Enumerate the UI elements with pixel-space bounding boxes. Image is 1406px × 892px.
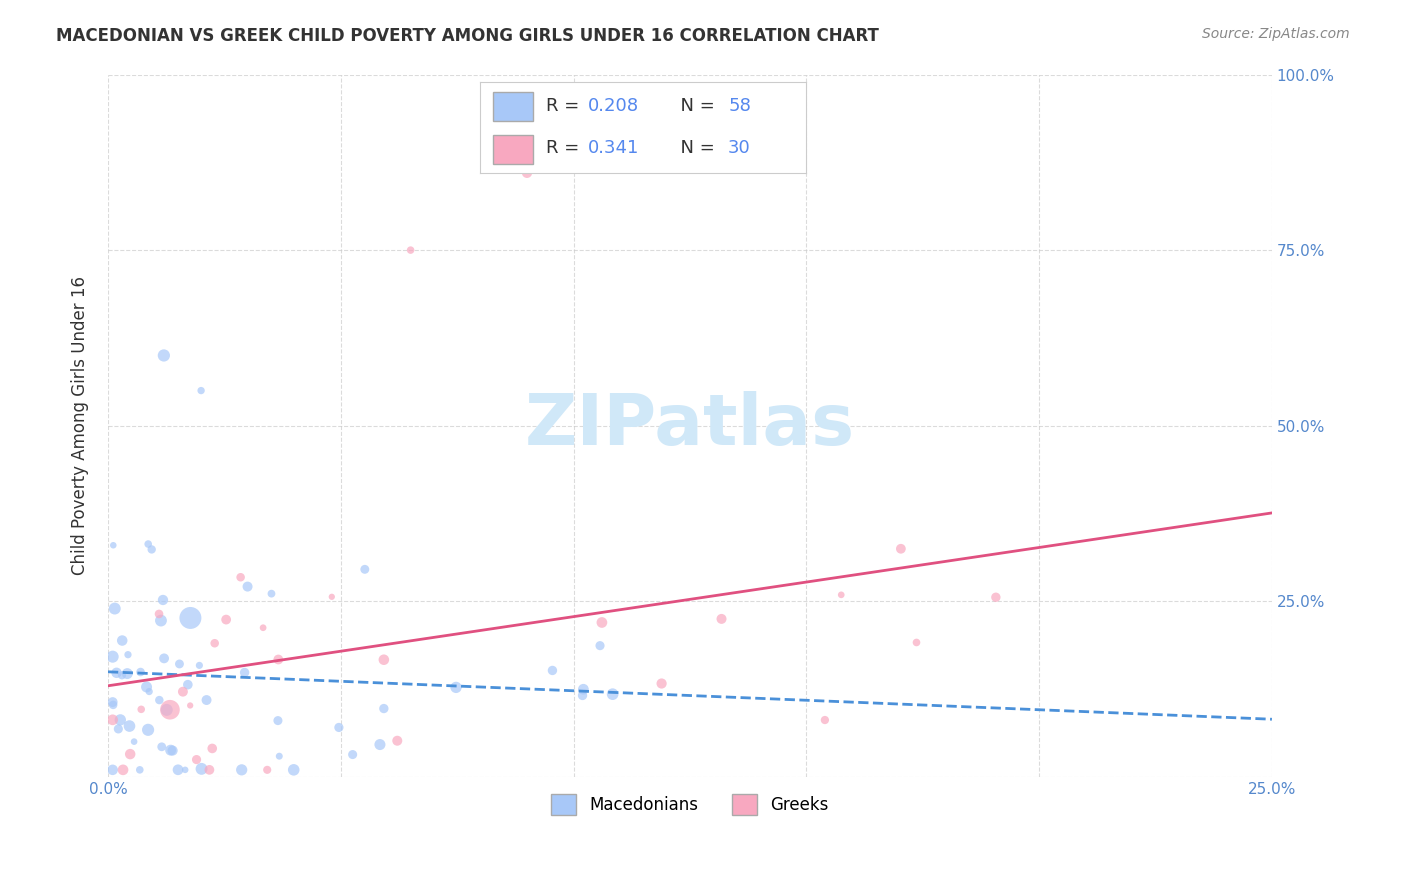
Point bbox=[198, 763, 221, 777]
Point bbox=[103, 538, 125, 552]
Point bbox=[179, 698, 201, 713]
Text: Source: ZipAtlas.com: Source: ZipAtlas.com bbox=[1202, 27, 1350, 41]
Point bbox=[890, 541, 912, 556]
Y-axis label: Child Poverty Among Girls Under 16: Child Poverty Among Girls Under 16 bbox=[72, 277, 89, 575]
Text: ZIPatlas: ZIPatlas bbox=[524, 392, 855, 460]
Point bbox=[229, 570, 252, 584]
Point bbox=[387, 733, 409, 747]
Point bbox=[651, 676, 673, 690]
Point bbox=[215, 613, 238, 627]
Point bbox=[152, 593, 174, 607]
Point bbox=[159, 743, 181, 757]
Point bbox=[368, 738, 391, 752]
Point bbox=[328, 721, 350, 735]
Point bbox=[710, 612, 733, 626]
Point bbox=[236, 580, 259, 594]
Point bbox=[150, 739, 173, 754]
Point bbox=[141, 542, 163, 557]
Point bbox=[190, 762, 212, 776]
Point bbox=[201, 741, 224, 756]
Point bbox=[149, 614, 172, 628]
Point bbox=[353, 562, 375, 576]
Point bbox=[342, 747, 364, 762]
Point bbox=[267, 714, 290, 728]
Point bbox=[162, 743, 184, 757]
Point bbox=[399, 243, 422, 257]
Point bbox=[267, 652, 290, 666]
Point bbox=[190, 384, 212, 398]
Point bbox=[135, 680, 157, 694]
Point bbox=[111, 633, 134, 648]
Point bbox=[233, 665, 256, 680]
Point bbox=[167, 763, 190, 777]
Point bbox=[814, 713, 837, 727]
Point bbox=[156, 703, 179, 717]
Point bbox=[136, 537, 159, 551]
Point bbox=[444, 681, 467, 695]
Point bbox=[204, 636, 226, 650]
Point bbox=[120, 747, 142, 761]
Point bbox=[373, 653, 395, 667]
Point bbox=[984, 591, 1007, 605]
Point bbox=[107, 722, 129, 736]
Point bbox=[177, 678, 200, 692]
Point bbox=[101, 713, 124, 727]
Point bbox=[186, 753, 208, 767]
Point bbox=[122, 734, 145, 748]
Point bbox=[602, 687, 624, 701]
Point bbox=[516, 166, 538, 180]
Point bbox=[373, 701, 395, 715]
Point bbox=[101, 698, 124, 712]
Point bbox=[136, 723, 159, 737]
Point bbox=[101, 763, 124, 777]
Point bbox=[321, 590, 343, 604]
Point bbox=[101, 695, 124, 709]
Point bbox=[188, 658, 211, 673]
Point bbox=[110, 713, 132, 727]
Point bbox=[101, 649, 124, 664]
Point bbox=[169, 657, 191, 671]
Point bbox=[118, 719, 141, 733]
Point bbox=[174, 763, 197, 777]
Point bbox=[572, 682, 595, 697]
Point bbox=[148, 693, 170, 707]
Point bbox=[591, 615, 613, 630]
Point bbox=[153, 651, 176, 665]
Point bbox=[153, 348, 176, 362]
Point bbox=[105, 665, 128, 680]
Point bbox=[172, 684, 194, 698]
Point bbox=[179, 611, 201, 625]
Point bbox=[260, 587, 283, 601]
Point bbox=[195, 693, 218, 707]
Point bbox=[905, 635, 928, 649]
Point bbox=[129, 665, 152, 679]
Point bbox=[138, 684, 160, 698]
Point bbox=[159, 703, 181, 717]
Point bbox=[128, 763, 150, 777]
Point bbox=[111, 668, 134, 682]
Legend: Macedonians, Greeks: Macedonians, Greeks bbox=[541, 784, 838, 825]
Text: MACEDONIAN VS GREEK CHILD POVERTY AMONG GIRLS UNDER 16 CORRELATION CHART: MACEDONIAN VS GREEK CHILD POVERTY AMONG … bbox=[56, 27, 879, 45]
Point bbox=[269, 749, 291, 764]
Point bbox=[148, 607, 170, 621]
Point bbox=[541, 664, 564, 678]
Point bbox=[117, 648, 139, 662]
Point bbox=[589, 639, 612, 653]
Point bbox=[129, 702, 152, 716]
Point bbox=[231, 763, 253, 777]
Point bbox=[571, 689, 593, 703]
Point bbox=[283, 763, 305, 777]
Point bbox=[117, 666, 139, 681]
Point bbox=[830, 588, 852, 602]
Point bbox=[104, 601, 127, 615]
Point bbox=[256, 763, 278, 777]
Point bbox=[112, 763, 135, 777]
Point bbox=[252, 621, 274, 635]
